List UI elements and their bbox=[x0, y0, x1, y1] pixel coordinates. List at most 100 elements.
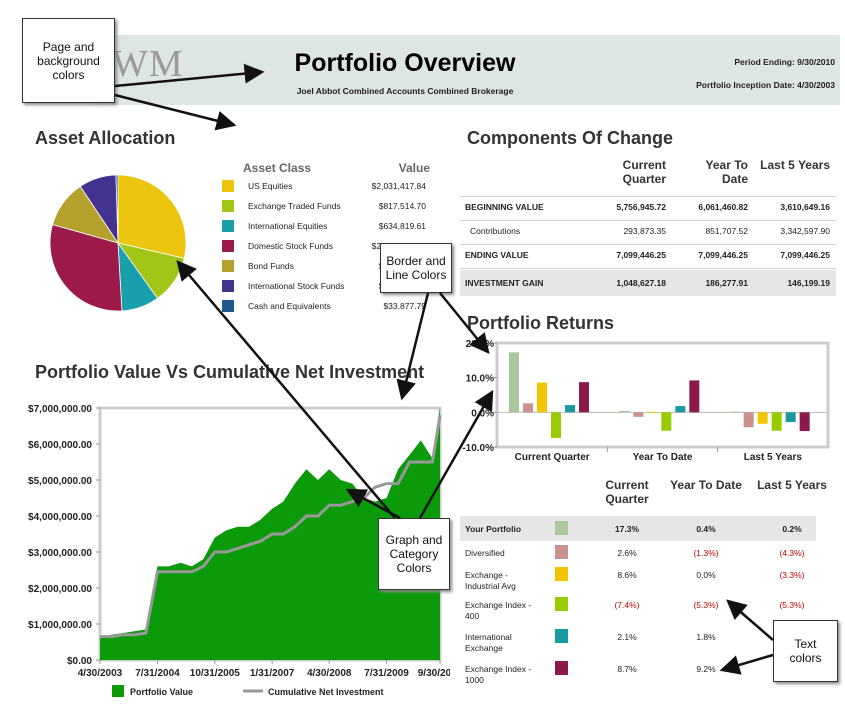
section-title: Asset Allocation bbox=[35, 128, 176, 148]
legend-value: $817,514.70 bbox=[378, 201, 426, 211]
column-header: Last 5 Years bbox=[760, 158, 830, 172]
cell: 186,277.91 bbox=[705, 278, 748, 288]
row-label: Your Portfolio bbox=[465, 524, 522, 534]
legend-label: Cash and Equivalents bbox=[248, 301, 331, 311]
legend-swatch bbox=[222, 260, 234, 272]
cell: 851,707.52 bbox=[705, 226, 748, 236]
cell: (5.3%) bbox=[693, 600, 719, 610]
column-header: Year To Date bbox=[705, 158, 748, 186]
legend-swatch bbox=[222, 220, 234, 232]
y-tick-label: $2,000,000.00 bbox=[28, 584, 92, 595]
bar bbox=[799, 412, 810, 432]
y-tick-label: $5,000,000.00 bbox=[28, 476, 92, 487]
x-tick-label: Year To Date bbox=[633, 452, 693, 463]
column-header: Last 5 Years bbox=[757, 478, 827, 492]
cell: 8.7% bbox=[617, 664, 637, 674]
row-label: Exchange Index - 1000 bbox=[465, 664, 532, 685]
cell: 9.2% bbox=[696, 664, 716, 674]
page-subtitle: Joel Abbot Combined Accounts Combined Br… bbox=[296, 86, 514, 96]
bar bbox=[785, 412, 796, 423]
bar bbox=[729, 411, 740, 413]
cell: 2.1% bbox=[617, 632, 637, 642]
x-tick-label: 7/31/2004 bbox=[135, 668, 180, 679]
row-line bbox=[460, 220, 836, 221]
legend-header: Asset Class bbox=[243, 161, 312, 175]
bar bbox=[579, 382, 589, 413]
x-tick-label: 7/31/2009 bbox=[364, 668, 409, 679]
cell: 2.6% bbox=[617, 548, 637, 558]
bar bbox=[661, 412, 672, 431]
legend-swatch bbox=[222, 300, 234, 312]
cell: 1.8% bbox=[696, 632, 716, 642]
legend-label: Exchange Traded Funds bbox=[248, 201, 341, 211]
cell: 7,099,446.25 bbox=[780, 250, 830, 260]
bar bbox=[689, 380, 700, 413]
legend-swatch bbox=[222, 200, 234, 212]
period-ending: Period Ending: 9/30/2010 bbox=[734, 57, 835, 67]
legend-swatch bbox=[222, 240, 234, 252]
y-tick-label: $4,000,000.00 bbox=[28, 512, 92, 523]
callout: Page and background colors bbox=[22, 18, 115, 103]
cell: 0.4% bbox=[696, 524, 716, 534]
row-line bbox=[460, 268, 836, 269]
cell: 1,048,627.18 bbox=[616, 278, 666, 288]
cell: (3.3%) bbox=[779, 570, 805, 580]
legend-label: Portfolio Value bbox=[130, 687, 193, 697]
row-label: Contributions bbox=[470, 226, 521, 236]
cell: (7.4%) bbox=[614, 600, 640, 610]
legend-value: $634,819.61 bbox=[378, 221, 426, 231]
bar bbox=[509, 352, 519, 413]
bar bbox=[771, 412, 782, 431]
callout: Graph and Category Colors bbox=[378, 518, 450, 590]
cell: 146,199.19 bbox=[787, 278, 830, 288]
cell: 0.0% bbox=[696, 570, 716, 580]
legend-label: Domestic Stock Funds bbox=[248, 241, 334, 251]
column-header: Current Quarter bbox=[622, 158, 666, 186]
row-label: Exchange - Industrial Avg bbox=[465, 570, 516, 591]
bar bbox=[633, 412, 644, 417]
bar bbox=[647, 412, 658, 414]
cell: 3,342,597.90 bbox=[780, 226, 830, 236]
cell: (4.3%) bbox=[779, 548, 805, 558]
row-band bbox=[460, 516, 816, 541]
page-title: Portfolio Overview bbox=[294, 49, 516, 77]
legend-header: Value bbox=[398, 161, 430, 175]
row-label: BEGINNING VALUE bbox=[465, 202, 544, 212]
x-tick-label: 9/30/2010 bbox=[418, 668, 450, 679]
y-tick-label: 10.0% bbox=[466, 374, 494, 385]
legend-swatch bbox=[112, 685, 124, 697]
section-title: Portfolio Returns bbox=[467, 313, 614, 333]
pie-slice bbox=[115, 174, 119, 244]
bar bbox=[523, 403, 533, 413]
legend-swatch bbox=[555, 661, 568, 675]
cell: 7,099,446.25 bbox=[616, 250, 666, 260]
bar bbox=[675, 406, 686, 413]
row-label: Diversified bbox=[465, 548, 505, 558]
legend-label: International Equities bbox=[248, 221, 328, 231]
cell: (5.3%) bbox=[779, 600, 805, 610]
cell: 8.6% bbox=[617, 570, 637, 580]
section-title: Components Of Change bbox=[467, 128, 673, 148]
callout: Border and Line Colors bbox=[380, 243, 452, 293]
cell: 6,061,460.82 bbox=[698, 202, 748, 212]
cell: (1.3%) bbox=[693, 548, 719, 558]
legend-swatch bbox=[222, 280, 234, 292]
legend-swatch bbox=[555, 521, 568, 535]
pie-chart bbox=[49, 174, 187, 312]
x-tick-label: 4/30/2008 bbox=[307, 668, 352, 679]
pie-slice bbox=[49, 224, 123, 312]
bar-chart: 20.0% 10.0% 0.0% -10.0% Current Quarter Year … bbox=[462, 339, 830, 463]
column-header: Year To Date bbox=[670, 478, 742, 492]
cell: 5,756,945.72 bbox=[616, 202, 666, 212]
inception-date: Portfolio Inception Date: 4/30/2003 bbox=[696, 80, 835, 90]
cell: 3,610,649.16 bbox=[780, 202, 830, 212]
row-label: INVESTMENT GAIN bbox=[465, 278, 544, 288]
x-tick-label: 4/30/2003 bbox=[78, 668, 123, 679]
column-header: Current Quarter bbox=[605, 478, 649, 506]
legend-label: Cumulative Net Investment bbox=[268, 687, 384, 697]
y-tick-label: $6,000,000.00 bbox=[28, 440, 92, 451]
legend-swatch bbox=[555, 567, 568, 581]
row-line bbox=[460, 196, 836, 197]
row-band bbox=[460, 270, 836, 296]
